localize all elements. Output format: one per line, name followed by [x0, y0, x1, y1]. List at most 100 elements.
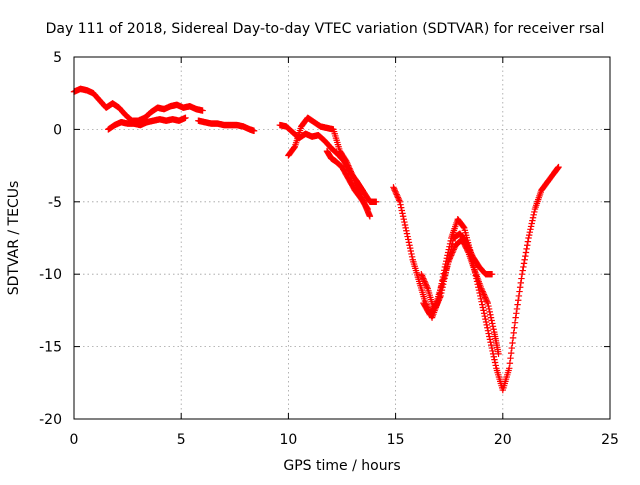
data-point [521, 256, 528, 263]
data-point [401, 218, 408, 226]
data-point [522, 252, 529, 260]
x-tick-label: 15 [387, 432, 405, 448]
data-point [398, 207, 406, 214]
data-point [528, 220, 535, 227]
data-point [490, 353, 497, 360]
data-point [484, 324, 491, 331]
data-point [394, 192, 401, 200]
data-point [482, 318, 490, 326]
data-point [530, 211, 537, 219]
data-point [346, 166, 354, 174]
data-point [407, 247, 415, 255]
data-point [527, 226, 534, 233]
data-point [488, 271, 496, 278]
data-point [531, 208, 538, 216]
data-point [524, 242, 531, 249]
data-point [408, 250, 415, 258]
data-point [555, 163, 562, 171]
data-point [423, 284, 431, 291]
series-arc-5 [285, 114, 374, 220]
data-point [479, 304, 487, 311]
data-point [446, 256, 453, 263]
data-point [446, 255, 454, 262]
data-point [507, 354, 514, 362]
y-axis-label: SDTVAR / TECUs [6, 181, 22, 296]
data-point [491, 356, 498, 363]
data-point [448, 250, 455, 258]
data-point [518, 275, 525, 282]
data-point [482, 315, 489, 323]
series-arc-2 [105, 114, 189, 133]
data-point [343, 158, 350, 165]
data-point [401, 221, 409, 229]
data-point [480, 291, 488, 298]
data-point [525, 234, 532, 242]
data-point [182, 114, 189, 122]
data-point [400, 215, 407, 223]
data-point [364, 205, 371, 213]
data-point [486, 333, 493, 340]
data-point [516, 284, 524, 291]
data-point [510, 329, 517, 337]
data-point [402, 224, 409, 232]
data-point [495, 350, 502, 358]
data-point [397, 201, 404, 208]
data-point [523, 245, 530, 253]
data-point [419, 273, 426, 281]
data-point [485, 302, 492, 310]
data-point [405, 236, 412, 243]
data-point [483, 297, 490, 304]
x-tick-label: 0 [70, 432, 79, 448]
data-point [421, 278, 428, 285]
x-tick-label: 10 [279, 432, 297, 448]
data-point [347, 168, 354, 175]
data-point [420, 275, 427, 282]
data-point [391, 187, 398, 194]
data-point [489, 347, 496, 355]
series-arc-9 [420, 236, 502, 358]
data-point [346, 165, 353, 172]
x-axis-label: GPS time / hours [283, 458, 400, 474]
data-point [373, 198, 380, 205]
data-point [489, 323, 497, 330]
data-point [488, 317, 495, 324]
data-point [290, 144, 298, 151]
x-tick-label: 5 [177, 432, 186, 448]
data-point [393, 191, 400, 198]
data-point [480, 310, 488, 317]
data-point [344, 160, 351, 168]
y-tick-label: -20 [39, 412, 62, 428]
data-point [486, 308, 493, 316]
data-point [348, 169, 355, 177]
data-point [399, 210, 406, 217]
data-point [478, 298, 485, 305]
data-point [421, 279, 429, 287]
data-point [487, 339, 494, 346]
data-point [403, 227, 410, 234]
data-point [483, 298, 491, 305]
data-point [491, 359, 499, 366]
data-point [486, 336, 494, 343]
data-point [522, 249, 530, 256]
data-point [199, 107, 206, 114]
data-point [506, 360, 514, 367]
data-point [392, 188, 399, 195]
data-point [406, 242, 413, 249]
data-point [403, 230, 411, 237]
y-tick-label: 0 [53, 122, 62, 138]
data-point [526, 229, 534, 236]
y-tick-label: -5 [48, 195, 62, 211]
data-point [418, 272, 426, 279]
data-point [482, 294, 489, 301]
data-point [343, 159, 351, 166]
data-point [392, 189, 400, 197]
data-point [478, 286, 486, 294]
data-point [489, 350, 497, 358]
data-point [250, 127, 258, 135]
data-point [397, 204, 405, 211]
data-point [513, 310, 520, 317]
data-point [447, 252, 455, 259]
data-point [396, 197, 403, 204]
x-tick-label: 20 [494, 432, 512, 448]
data-point [488, 341, 495, 349]
